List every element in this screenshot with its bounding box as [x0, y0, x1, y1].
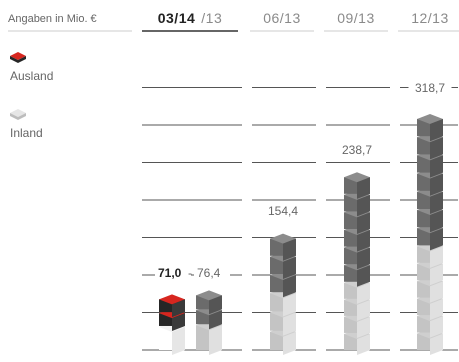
cube-side [283, 256, 296, 280]
value-label-bg [408, 81, 452, 96]
bar-06-13 [270, 233, 296, 355]
cube-side [209, 295, 222, 315]
cube-side [283, 293, 296, 317]
cube-ausland [344, 172, 370, 199]
unit-label: Angaben in Mio. € [8, 13, 97, 25]
period-label: 03/14 [158, 10, 196, 26]
cube-side [430, 191, 443, 214]
value-label-06-13: 154,4 [268, 204, 298, 218]
legend-label-inland: Inland [10, 126, 43, 140]
value-separator: - [188, 266, 192, 280]
cube-side [430, 137, 443, 160]
period-label: 06/13 [263, 10, 301, 26]
cube-inland [270, 326, 296, 355]
bar-12-13 [417, 114, 443, 355]
cube-ausland [417, 168, 443, 196]
cube-side [172, 313, 185, 331]
cube-side [430, 209, 443, 233]
cube-ausland [344, 225, 370, 252]
cube-side [357, 212, 370, 235]
cube-side [357, 299, 370, 321]
cube-side [430, 173, 443, 196]
cube-side [172, 326, 185, 355]
cube-side [430, 316, 443, 338]
cube-side [283, 312, 296, 336]
legend-swatch-ausland [10, 52, 26, 63]
value-label-12-13: 318,7 [415, 81, 445, 95]
cube-side [357, 282, 370, 304]
cube-side [209, 325, 222, 355]
cube-side [430, 246, 443, 268]
cube-side [357, 247, 370, 270]
value-labels: 71,0 76,4 154,4 238,7 318,7 - [155, 81, 452, 281]
legend-label-ausland: Ausland [10, 69, 53, 83]
period-label: 12/13 [411, 10, 449, 26]
cube-side [357, 230, 370, 252]
cube-side [283, 331, 296, 355]
cube-side [430, 298, 443, 321]
cube-side [430, 155, 443, 178]
value-label-03-13: 76,4 [197, 266, 221, 280]
cube-ausland [159, 294, 185, 318]
cube-side [430, 333, 443, 355]
bars [159, 114, 443, 355]
cube-side [357, 265, 370, 287]
cube-side [430, 263, 443, 286]
bar-03-13 [196, 290, 222, 355]
cube-side [430, 228, 443, 251]
cube-side [357, 177, 370, 199]
period-compare-label: /13 [201, 10, 222, 26]
value-label-09-13: 238,7 [342, 143, 372, 157]
cube-ausland [270, 233, 296, 261]
value-label-bg [155, 266, 191, 281]
legend-swatch-inland [10, 109, 26, 120]
cube-side [430, 281, 443, 303]
legend-swatch-side [10, 56, 26, 63]
legend-swatch-side [10, 113, 26, 120]
value-label-03-14: 71,0 [158, 266, 182, 280]
value-label-bg [194, 266, 230, 281]
bar-09-13 [344, 172, 370, 355]
chart-header: Angaben in Mio. € 03/14/13 06/13 09/13 12/13 [8, 10, 459, 32]
cube-side [357, 194, 370, 217]
cube-inland [270, 288, 296, 317]
cube-side [357, 316, 370, 338]
cube-side [357, 333, 370, 355]
cube-side [283, 238, 296, 261]
period-12-13: 12/13 [411, 10, 449, 26]
bar-03-14 [159, 294, 185, 355]
cube-ausland [417, 114, 443, 142]
value-label-bg [261, 204, 305, 219]
period-06-13: 06/13 [263, 10, 301, 26]
cube-side [172, 299, 185, 318]
period-label: 09/13 [337, 10, 375, 26]
period-09-13: 09/13 [337, 10, 375, 26]
value-label-bg [335, 143, 379, 158]
chart-legend: Ausland Inland [10, 52, 53, 140]
cube-side [209, 310, 222, 330]
cube-ausland [196, 290, 222, 315]
period-03-14: 03/14/13 [158, 10, 223, 26]
cube-side [430, 119, 443, 142]
cube-side [283, 275, 296, 298]
